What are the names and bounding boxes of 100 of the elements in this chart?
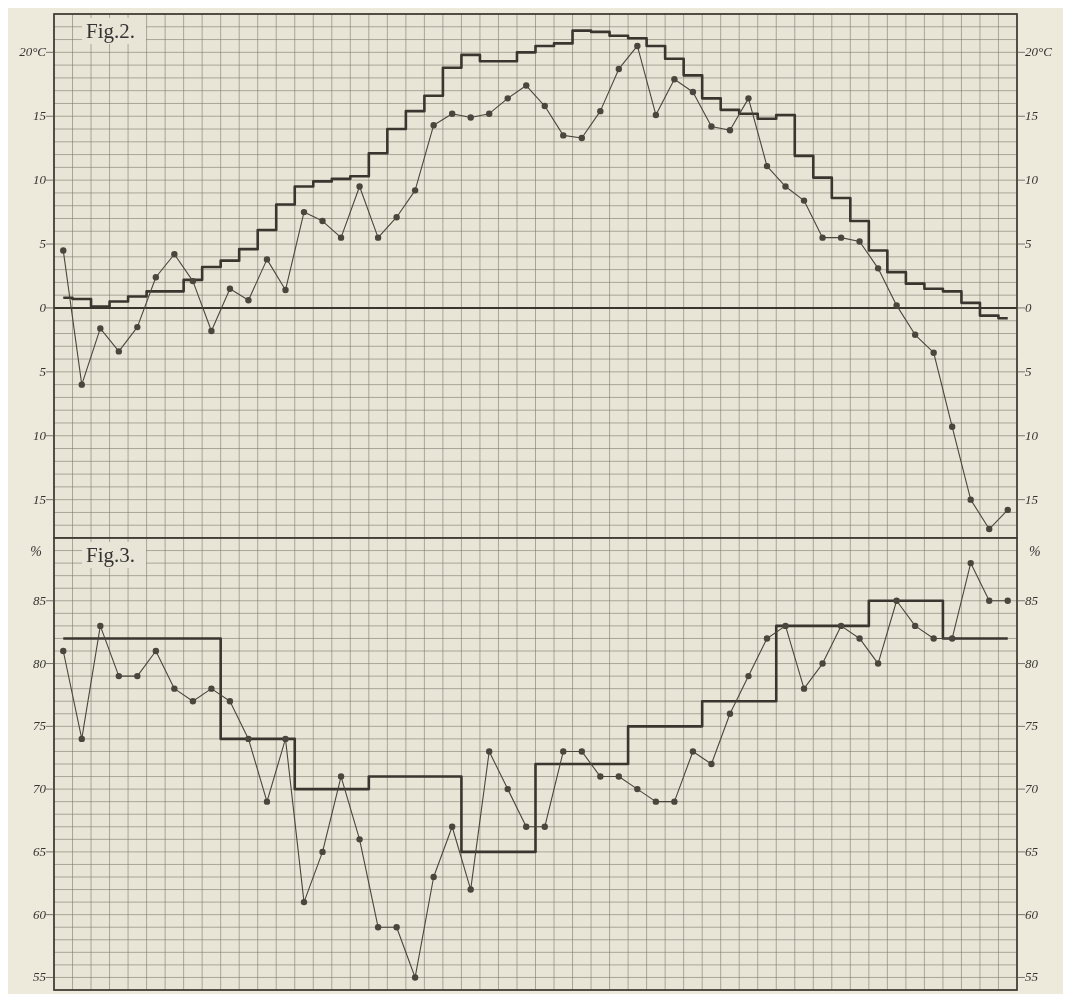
point xyxy=(745,95,752,102)
point xyxy=(578,748,585,755)
y-axis-title: % xyxy=(30,544,42,559)
point xyxy=(430,121,437,129)
y-tick-label: 10 xyxy=(33,427,47,443)
point xyxy=(856,238,863,245)
point xyxy=(930,349,937,356)
y2-tick-label: 20°C xyxy=(1025,44,1053,60)
point xyxy=(652,798,660,805)
point xyxy=(171,685,178,692)
point xyxy=(634,42,641,50)
point xyxy=(948,423,956,431)
point xyxy=(671,75,678,83)
point xyxy=(893,597,900,604)
point xyxy=(652,111,660,119)
y2-tick-label: 55 xyxy=(1025,969,1039,985)
point xyxy=(1004,597,1011,604)
point xyxy=(411,974,419,981)
point xyxy=(615,65,623,73)
chart-title: Fig.2. xyxy=(86,19,136,43)
y2-tick-label: 60 xyxy=(1025,906,1039,922)
y-tick-label: 80 xyxy=(33,655,47,671)
point xyxy=(467,886,474,893)
point xyxy=(300,898,308,906)
y-tick-label: 20°C xyxy=(19,44,47,60)
point xyxy=(134,323,141,331)
point xyxy=(208,327,215,335)
point xyxy=(393,924,400,931)
point xyxy=(448,823,456,830)
point xyxy=(97,325,104,332)
point xyxy=(615,773,623,780)
y2-tick-label: 85 xyxy=(1025,592,1039,608)
point xyxy=(1004,506,1011,514)
point xyxy=(782,183,789,190)
point xyxy=(356,183,363,190)
point xyxy=(874,660,882,667)
point xyxy=(948,635,956,642)
point xyxy=(245,735,252,743)
y-tick-label: 5 xyxy=(39,236,47,252)
y2-tick-label: 10 xyxy=(1025,172,1039,188)
y2-tick-label: 80 xyxy=(1025,655,1039,671)
y-tick-label: 5 xyxy=(39,363,47,379)
point xyxy=(986,597,993,604)
point xyxy=(597,773,604,780)
y2-tick-label: 75 xyxy=(1025,718,1039,734)
point xyxy=(911,331,919,338)
point xyxy=(541,102,548,110)
point xyxy=(152,274,160,281)
y-tick-label: 15 xyxy=(33,108,47,124)
point xyxy=(78,381,85,388)
point xyxy=(782,622,789,630)
point xyxy=(819,660,826,667)
y-tick-label: 75 xyxy=(33,718,47,734)
point xyxy=(930,635,937,642)
point xyxy=(467,114,474,121)
point xyxy=(745,672,752,680)
point xyxy=(541,823,548,830)
point xyxy=(597,107,604,115)
point xyxy=(282,286,289,294)
point xyxy=(189,277,197,285)
point xyxy=(763,635,771,642)
point xyxy=(245,297,252,304)
point xyxy=(967,496,974,503)
point xyxy=(726,710,734,717)
point xyxy=(97,622,104,630)
point xyxy=(356,836,363,843)
point xyxy=(708,760,715,768)
point xyxy=(226,698,234,705)
point xyxy=(634,785,641,793)
chart-title: Fig.3. xyxy=(86,543,136,567)
point xyxy=(486,110,493,117)
y2-tick-label: 70 xyxy=(1025,781,1039,797)
y-tick-label: 85 xyxy=(33,592,47,608)
point xyxy=(411,187,419,194)
point xyxy=(337,234,345,241)
point xyxy=(171,251,178,258)
point xyxy=(393,214,400,221)
point xyxy=(115,348,123,355)
point xyxy=(689,748,697,755)
point xyxy=(967,559,974,567)
point xyxy=(263,256,271,263)
y2-tick-label: 5 xyxy=(1025,363,1032,379)
point xyxy=(319,217,326,225)
point xyxy=(560,132,567,139)
y-tick-label: 0 xyxy=(39,299,47,315)
point xyxy=(60,247,67,254)
point xyxy=(689,88,697,96)
point xyxy=(893,302,900,309)
point xyxy=(800,685,808,692)
point xyxy=(60,647,67,655)
y2-tick-label: 65 xyxy=(1025,843,1039,859)
y2-tick-label: 15 xyxy=(1025,491,1039,507)
point xyxy=(763,162,771,170)
y-tick-label: 65 xyxy=(33,843,47,859)
point xyxy=(874,265,882,272)
point xyxy=(560,748,567,755)
point xyxy=(282,735,289,743)
point xyxy=(430,873,437,881)
y-tick-label: 55 xyxy=(33,969,47,985)
point xyxy=(578,134,585,142)
